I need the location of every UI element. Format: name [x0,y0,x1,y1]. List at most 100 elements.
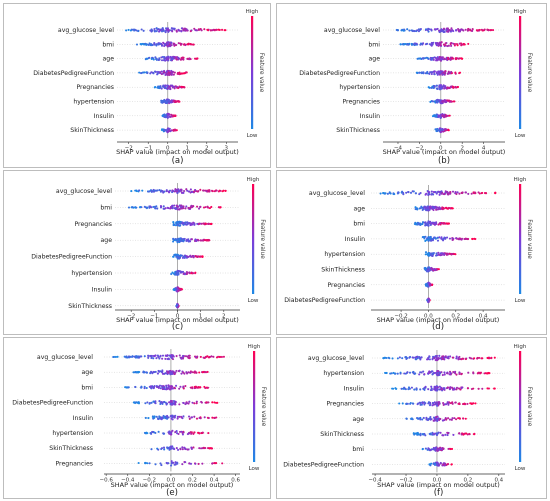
shap-point [435,99,438,102]
shap-point [221,28,224,31]
shap-point [438,385,441,388]
shap-point [476,372,479,375]
shap-point [168,447,171,450]
shap-point [462,417,465,420]
shap-point [451,190,455,193]
shap-point [192,272,195,275]
shap-point [447,29,450,32]
x-tick-label: 0.0 [433,478,442,484]
shap-point [416,71,419,74]
shap-point [427,193,430,196]
shap-point [154,370,157,373]
feature-label: SkinThickness [68,303,112,310]
feature-label: DiabetesPedigreeFunction [299,70,380,77]
shap-point [145,43,148,46]
shap-point [173,289,176,292]
shap-point [201,431,204,434]
colorbar: High Low Feature value [246,9,264,139]
shap-point [448,100,452,103]
shap-point [176,286,180,289]
shap-point [188,354,191,357]
shap-point [431,205,434,209]
shap-point [174,403,177,406]
shap-point [188,417,191,420]
feature-label: age [353,205,365,212]
shap-point [150,448,153,451]
shap-point [149,385,152,388]
shap-point [162,207,165,210]
shap-point [171,271,174,274]
shap-point [486,387,489,390]
shap-point [443,419,446,422]
shap-point [434,371,437,375]
shap-point [440,252,443,255]
shap-point [207,356,210,359]
shap-point [438,55,441,59]
shap-point [161,369,164,372]
shap-point [123,355,126,358]
shap-point [427,222,430,225]
shap-point [147,417,150,420]
shap-point [139,355,142,358]
shap-point [418,356,421,359]
shap-point [429,220,432,223]
shap-point [432,222,435,225]
shap-point [173,85,176,88]
shap-point [162,400,165,404]
shap-point [398,402,401,405]
shap-point [159,71,162,74]
shap-point [197,431,200,434]
shap-point [180,30,183,33]
shap-point [187,255,190,259]
shap-point [183,273,187,276]
shap-point [213,28,216,31]
shap-point [193,190,196,193]
shap-point [454,253,457,256]
shap-point [450,27,453,30]
shap-point [195,29,199,32]
shap-point [470,192,473,195]
feature-label: hypertension [324,251,365,258]
shap-point [385,356,388,360]
shap-point [435,84,438,87]
shap-point [455,355,458,358]
shap-point [441,70,444,73]
shap-point [458,192,461,195]
feature-label: hypertension [52,430,93,437]
shap-point [171,30,174,33]
feature-label: Pregnancies [327,282,365,289]
shap-point [457,358,460,361]
shap-point [130,355,134,359]
feature-label: DiabetesPedigreeFunction [12,400,93,407]
shap-point [182,430,185,433]
shap-point [169,207,172,210]
shap-point [173,373,176,376]
shap-point [216,401,219,404]
shap-point [439,71,442,74]
shap-point [153,30,156,33]
shap-point [423,403,426,406]
shap-point [435,192,438,195]
shap-point [412,402,415,405]
shap-point [388,191,391,195]
shap-point [172,355,175,358]
shap-point [164,357,167,360]
shap-point [179,43,183,46]
shap-point [194,355,197,359]
shap-point [446,190,449,193]
shap-point [412,29,415,33]
shap-point [442,403,445,406]
shap-point [455,386,459,389]
shap-point [166,29,170,32]
shap-point [454,57,458,60]
shap-point [207,222,210,225]
shap-point [444,85,447,88]
shap-point [430,58,433,61]
shap-point [150,206,153,209]
colorbar: High Low Feature value [248,344,266,472]
shap-point [422,416,425,420]
feature-label: bmi [352,446,364,453]
shap-point [410,42,413,45]
shap-point [177,289,180,292]
